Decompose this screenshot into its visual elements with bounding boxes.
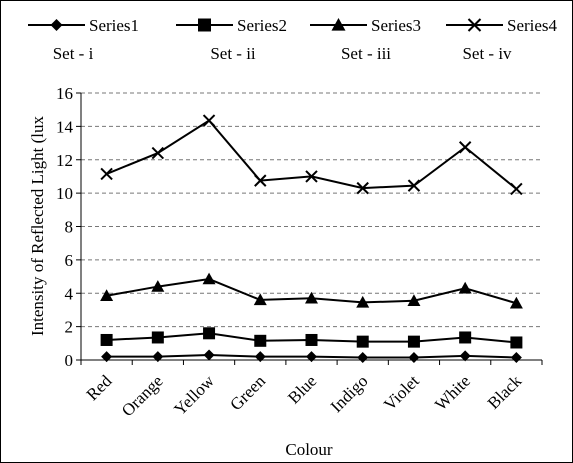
data-point bbox=[202, 272, 216, 285]
y-tick-label: 8 bbox=[65, 218, 74, 237]
set-label: Set - i bbox=[53, 44, 94, 63]
data-point bbox=[151, 331, 164, 344]
legend-item: Series2 bbox=[176, 16, 287, 35]
data-point bbox=[254, 334, 267, 347]
data-point bbox=[458, 281, 472, 294]
data-point bbox=[356, 181, 369, 195]
set-label: Set - ii bbox=[210, 44, 256, 63]
y-tick-label: 2 bbox=[65, 318, 74, 337]
legend: Series1 Series2 Series3 Series4 bbox=[28, 16, 558, 35]
legend-marker bbox=[198, 18, 211, 32]
series-series4 bbox=[100, 114, 523, 196]
data-point bbox=[459, 331, 472, 344]
series-series3 bbox=[100, 272, 523, 309]
data-point bbox=[202, 114, 216, 127]
data-point bbox=[306, 351, 317, 363]
legend-label: Series3 bbox=[371, 16, 421, 35]
data-point bbox=[458, 141, 472, 154]
y-tick-label: 12 bbox=[56, 151, 73, 170]
y-axis-title: Intensity of Reflected Light (lux bbox=[28, 116, 47, 336]
data-point bbox=[305, 291, 318, 304]
y-tick-label: 6 bbox=[65, 251, 74, 270]
data-point bbox=[254, 174, 267, 187]
y-tick-label: 16 bbox=[56, 84, 73, 103]
data-point bbox=[510, 182, 523, 196]
data-point bbox=[509, 296, 523, 309]
data-point bbox=[510, 336, 523, 349]
set-label: Set - iii bbox=[341, 44, 391, 63]
data-point bbox=[407, 335, 420, 348]
y-tick-label: 0 bbox=[65, 351, 74, 370]
data-point bbox=[254, 351, 266, 363]
series-group bbox=[100, 114, 523, 363]
data-point bbox=[101, 351, 113, 363]
data-point bbox=[407, 179, 421, 192]
legend-item: Series1 bbox=[28, 16, 139, 35]
data-point bbox=[305, 333, 318, 346]
data-point bbox=[100, 333, 113, 346]
data-point bbox=[407, 294, 421, 306]
data-point bbox=[408, 351, 420, 363]
set-labels: Set - i Set - ii Set - iii Set - iv bbox=[53, 44, 512, 63]
legend-marker bbox=[331, 18, 346, 31]
legend-item: Series4 bbox=[446, 16, 558, 35]
data-point bbox=[151, 146, 165, 160]
series-series1 bbox=[101, 349, 522, 363]
legend-marker bbox=[50, 19, 63, 31]
data-point bbox=[356, 335, 369, 348]
legend-label: Series4 bbox=[507, 16, 558, 35]
data-point bbox=[253, 293, 267, 306]
data-point bbox=[100, 167, 113, 181]
data-point bbox=[510, 351, 522, 363]
y-tick-label: 14 bbox=[56, 117, 74, 136]
data-point bbox=[151, 280, 165, 292]
set-label: Set - iv bbox=[462, 44, 512, 63]
y-tick-label: 4 bbox=[65, 284, 74, 303]
y-axis-ticks: 0 2 4 6 8 10 12 14 16 bbox=[56, 84, 81, 370]
data-point bbox=[203, 349, 215, 361]
legend-item: Series3 bbox=[310, 16, 421, 35]
legend-marker bbox=[467, 18, 482, 32]
data-point bbox=[305, 170, 318, 183]
data-point bbox=[100, 289, 114, 301]
data-point bbox=[152, 351, 164, 363]
x-axis-title: Colour bbox=[285, 440, 333, 459]
legend-label: Series2 bbox=[237, 16, 287, 35]
data-point bbox=[203, 327, 216, 340]
data-point bbox=[459, 350, 471, 362]
data-point bbox=[356, 295, 370, 308]
data-point bbox=[357, 351, 369, 363]
series-series2 bbox=[100, 327, 523, 349]
legend-label: Series1 bbox=[89, 16, 139, 35]
y-tick-label: 10 bbox=[56, 184, 73, 203]
